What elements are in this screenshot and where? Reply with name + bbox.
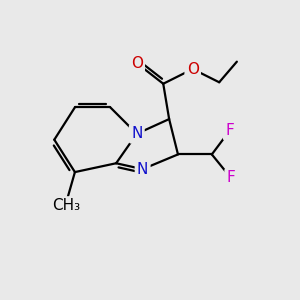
Text: O: O xyxy=(131,56,143,70)
Text: O: O xyxy=(187,61,199,76)
Text: N: N xyxy=(131,126,142,141)
Text: F: F xyxy=(226,170,235,185)
Text: CH₃: CH₃ xyxy=(52,198,80,213)
Text: F: F xyxy=(225,123,234,138)
Text: N: N xyxy=(137,162,148,177)
